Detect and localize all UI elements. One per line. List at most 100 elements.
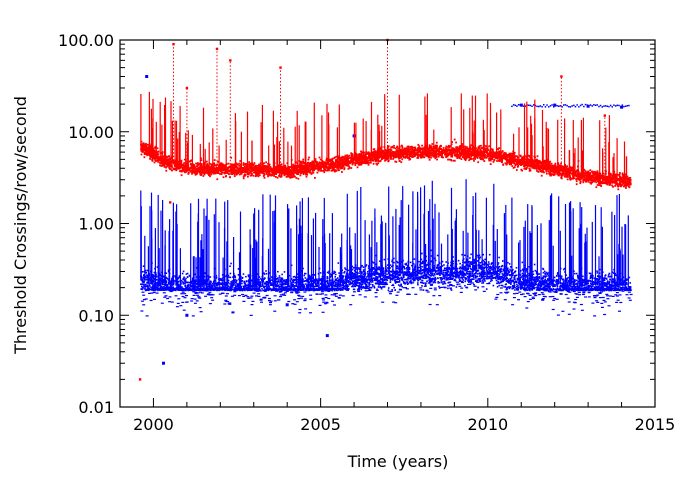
data-point-blue <box>413 270 415 272</box>
data-point-blue <box>181 301 185 303</box>
data-point-blue <box>282 293 285 295</box>
data-point-blue <box>365 264 368 266</box>
data-point-blue <box>195 286 197 288</box>
data-point-blue <box>325 284 327 286</box>
data-point-blue <box>546 272 549 275</box>
data-point-blue <box>315 279 318 281</box>
data-point-blue <box>163 289 166 291</box>
data-point-blue <box>451 273 454 275</box>
data-point-blue <box>629 282 631 284</box>
data-point-blue <box>500 270 503 273</box>
data-point-blue <box>179 305 183 307</box>
data-point-blue <box>448 266 450 269</box>
series-layer <box>138 38 633 381</box>
data-point-blue <box>489 267 491 270</box>
data-point-blue <box>566 281 568 284</box>
data-point-blue <box>496 282 498 285</box>
data-point-blue <box>451 278 454 280</box>
data-point-blue <box>511 287 513 290</box>
data-point-blue <box>401 285 403 288</box>
data-point-blue <box>292 285 294 288</box>
data-point-blue <box>437 268 440 270</box>
data-point-blue <box>466 275 469 278</box>
data-point-blue <box>495 275 498 277</box>
data-point-blue <box>459 266 461 268</box>
data-point-blue <box>515 274 518 277</box>
data-point-blue <box>230 295 234 297</box>
data-point-blue <box>414 293 418 295</box>
data-point-blue <box>229 276 232 279</box>
data-point-blue <box>295 301 299 303</box>
data-point-blue <box>622 288 624 291</box>
data-point-blue <box>550 289 553 291</box>
data-point-blue <box>382 286 386 288</box>
data-point-blue <box>525 279 527 281</box>
data-point-blue <box>386 267 389 269</box>
data-point-blue <box>484 280 486 282</box>
data-point-blue <box>385 278 388 281</box>
data-point-blue <box>147 287 150 290</box>
data-point-blue <box>389 267 391 269</box>
data-point-blue <box>245 280 248 282</box>
data-point-blue <box>231 280 234 282</box>
data-point-blue <box>152 291 156 294</box>
data-point-blue <box>237 295 241 297</box>
data-point-blue <box>443 276 447 278</box>
data-point-blue <box>176 286 178 289</box>
data-point-blue <box>303 289 305 291</box>
data-point-blue <box>608 286 611 289</box>
data-point-blue <box>428 276 430 279</box>
data-point-blue <box>424 282 428 284</box>
data-point-blue <box>590 285 593 288</box>
data-point-blue <box>490 275 492 277</box>
data-point-blue <box>433 281 435 283</box>
data-point-blue <box>583 281 585 284</box>
data-point-blue <box>612 284 614 287</box>
data-point-blue <box>153 281 156 283</box>
data-point-blue <box>439 265 442 268</box>
data-point-blue <box>159 280 161 282</box>
data-point-blue <box>571 289 573 292</box>
data-point-blue <box>408 268 411 271</box>
data-point-blue <box>434 281 437 284</box>
data-point-blue <box>498 275 500 277</box>
data-point-blue <box>345 274 347 277</box>
data-point-blue <box>269 302 272 304</box>
data-point-blue <box>500 265 503 268</box>
data-point-blue <box>168 296 172 298</box>
data-point-blue <box>609 284 612 286</box>
data-point-blue <box>426 280 428 282</box>
data-point-blue <box>445 274 447 276</box>
data-point-blue <box>382 280 384 283</box>
data-point-blue <box>476 281 480 283</box>
data-point-blue <box>382 268 385 271</box>
data-point-blue <box>329 288 331 290</box>
data-point-blue <box>603 301 607 303</box>
data-point-blue <box>460 280 464 282</box>
data-point-blue <box>603 313 607 316</box>
data-point-blue <box>537 283 540 285</box>
data-point-blue <box>357 284 359 287</box>
data-point-blue <box>586 286 588 288</box>
data-point-blue <box>145 315 149 317</box>
data-point-blue <box>275 286 279 288</box>
data-point-blue <box>483 273 486 275</box>
data-point-blue <box>409 281 411 284</box>
data-point-blue <box>448 268 450 270</box>
data-point-blue <box>182 277 184 280</box>
data-point-blue <box>590 283 592 286</box>
data-point-blue <box>430 268 432 271</box>
data-point-blue <box>440 286 443 288</box>
data-point-blue <box>333 285 336 287</box>
data-point-blue <box>565 289 568 292</box>
data-point-blue <box>417 277 420 280</box>
data-point-blue <box>611 295 615 297</box>
data-point-blue <box>533 263 536 266</box>
data-point-blue <box>607 274 610 276</box>
data-point-blue <box>574 272 576 275</box>
data-point-blue <box>357 290 361 292</box>
data-point-blue <box>263 272 265 274</box>
data-point-blue <box>147 289 150 292</box>
data-point-blue <box>149 276 152 279</box>
data-point-blue <box>470 263 472 265</box>
